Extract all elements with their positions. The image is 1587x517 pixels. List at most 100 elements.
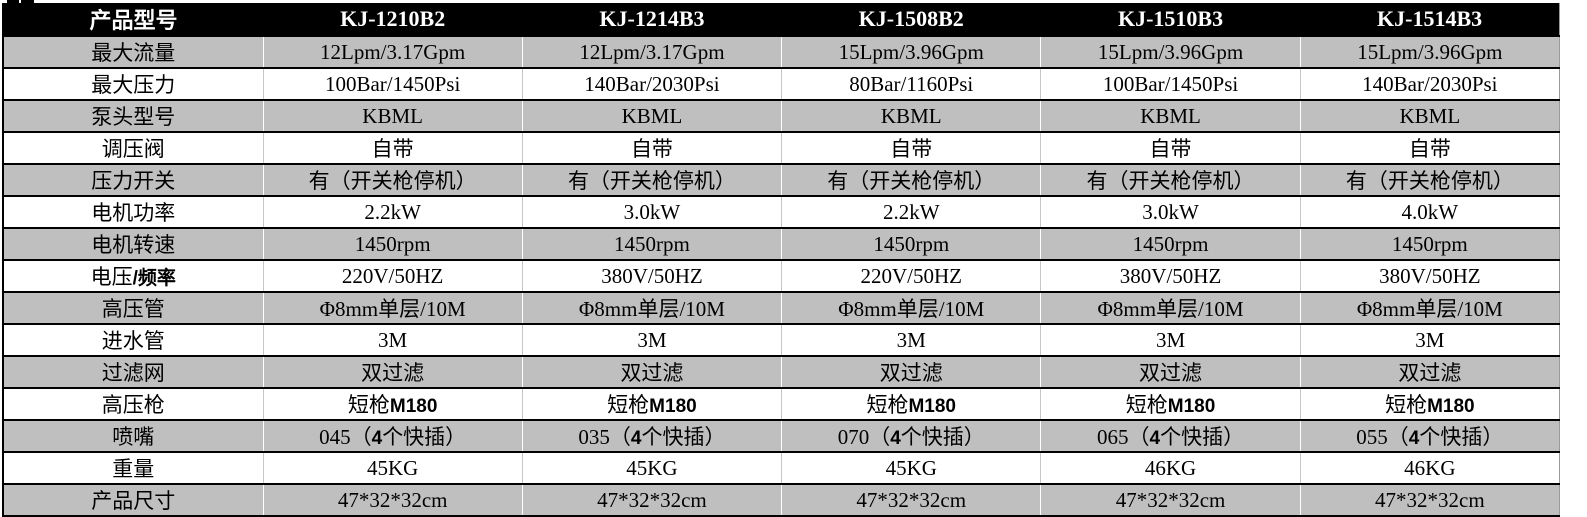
spec-cell: 46KG bbox=[1040, 451, 1301, 484]
spec-cell: 短枪M180 bbox=[781, 387, 1041, 420]
row-label: 最大流量 bbox=[3, 35, 263, 68]
row-label: 高压枪 bbox=[3, 387, 263, 420]
spec-cell: 15Lpm/3.96Gpm bbox=[1299, 35, 1560, 68]
spec-cell: 100Bar/1450Psi bbox=[1040, 67, 1301, 100]
text-run: 065（ bbox=[1097, 425, 1150, 449]
spec-cell: KBML bbox=[1040, 99, 1301, 132]
text-run: 个快插） bbox=[641, 425, 726, 449]
product-spec-table: 产品型号 KJ-1210B2 KJ-1214B3 KJ-1508B2 KJ-15… bbox=[2, 3, 1560, 517]
row-label: 过滤网 bbox=[3, 355, 263, 388]
spec-cell: 1450rpm bbox=[521, 227, 782, 260]
spec-cell: 3M bbox=[781, 323, 1041, 356]
table-row: 高压枪 短枪M180 短枪M180 短枪M180 短枪M180 短枪M180 bbox=[3, 387, 1560, 420]
spec-cell: KBML bbox=[262, 99, 523, 132]
spec-cell: 45KG bbox=[521, 451, 782, 484]
text-run-alt: 4 bbox=[1149, 428, 1161, 449]
text-run: 电压 bbox=[90, 265, 133, 289]
table-row: 最大压力 100Bar/1450Psi 140Bar/2030Psi 80Bar/11… bbox=[3, 67, 1560, 100]
text-run-alt: M180 bbox=[908, 396, 956, 417]
spec-cell: 380V/50HZ bbox=[1040, 259, 1301, 292]
text-run: 055（ bbox=[1356, 425, 1409, 449]
spec-cell: 47*32*32cm bbox=[521, 483, 782, 516]
text-run-alt: M180 bbox=[649, 396, 697, 417]
text-run: 045（ bbox=[319, 425, 372, 449]
text-run: 个快插） bbox=[382, 425, 467, 449]
spec-cell: 2.2kW bbox=[262, 195, 523, 228]
spec-cell: 3M bbox=[521, 323, 782, 356]
spec-cell: 3.0kW bbox=[521, 195, 782, 228]
row-label: 进水管 bbox=[3, 323, 263, 356]
spec-cell: 1450rpm bbox=[262, 227, 523, 260]
table-row: 喷嘴 045（4个快插） 035（4个快插） 070（4个快插） 065（4个快插） 05… bbox=[3, 419, 1560, 452]
text-run: 短枪 bbox=[1385, 393, 1428, 417]
table-row: 产品尺寸 47*32*32cm 47*32*32cm 47*32*32cm 47*32*… bbox=[3, 483, 1560, 516]
cropped-text-fragment bbox=[21, 0, 34, 4]
spec-cell: KBML bbox=[781, 99, 1041, 132]
text-run-alt: 4 bbox=[890, 428, 901, 449]
text-run-alt: /频率 bbox=[132, 268, 176, 289]
text-run: 035（ bbox=[578, 425, 631, 449]
row-label: 最大压力 bbox=[3, 67, 263, 100]
spec-cell: 035（4个快插） bbox=[521, 419, 782, 452]
row-label: 产品尺寸 bbox=[3, 483, 263, 516]
text-run: 个快插） bbox=[1160, 425, 1245, 449]
text-run: 短枪 bbox=[347, 393, 390, 417]
spec-cell: 12Lpm/3.17Gpm bbox=[521, 35, 782, 68]
header-label: 产品型号 bbox=[3, 3, 263, 36]
row-label: 泵头型号 bbox=[3, 99, 263, 132]
spec-cell: 12Lpm/3.17Gpm bbox=[262, 35, 523, 68]
column-header-model: KJ-1210B2 bbox=[263, 3, 523, 36]
text-run-alt: M180 bbox=[389, 396, 438, 417]
table-body: 最大流量 12Lpm/3.17Gpm 12Lpm/3.17Gpm 15Lpm/3.96… bbox=[3, 35, 1560, 517]
spec-cell: 双过滤 bbox=[1299, 355, 1560, 388]
spec-cell: 双过滤 bbox=[781, 355, 1041, 388]
row-label: 电机功率 bbox=[3, 195, 263, 228]
spec-cell: 自带 bbox=[781, 131, 1041, 164]
spec-cell: 070（4个快插） bbox=[781, 419, 1041, 452]
spec-cell: 有（开关枪停机） bbox=[1040, 163, 1301, 196]
cropped-text-fragment bbox=[7, 0, 19, 4]
table-header: 产品型号 KJ-1210B2 KJ-1214B3 KJ-1508B2 KJ-15… bbox=[3, 3, 1560, 36]
spec-cell: KBML bbox=[521, 99, 782, 132]
row-label: 喷嘴 bbox=[3, 419, 263, 452]
text-run: 短枪 bbox=[866, 393, 909, 417]
table-row: 过滤网 双过滤 双过滤 双过滤 双过滤 双过滤 bbox=[3, 355, 1560, 388]
spec-cell: 1450rpm bbox=[1299, 227, 1560, 260]
spec-cell: 2.2kW bbox=[781, 195, 1041, 228]
text-run: 个快插） bbox=[900, 425, 985, 449]
table-row: 调压阀 自带 自带 自带 自带 自带 bbox=[3, 131, 1560, 164]
column-header-model: KJ-1514B3 bbox=[1300, 3, 1560, 36]
spec-cell: 自带 bbox=[262, 131, 523, 164]
spec-cell: 220V/50HZ bbox=[781, 259, 1041, 292]
row-label: 重量 bbox=[3, 451, 263, 484]
spec-cell: 45KG bbox=[262, 451, 523, 484]
text-run-alt: M180 bbox=[1427, 396, 1475, 417]
spec-cell: 双过滤 bbox=[521, 355, 782, 388]
spec-cell: Φ8mm单层/10M bbox=[1040, 291, 1301, 324]
row-label: 电压/频率 bbox=[3, 259, 263, 292]
spec-cell: Φ8mm单层/10M bbox=[521, 291, 782, 324]
spec-cell: 自带 bbox=[521, 131, 782, 164]
text-run-alt: 4 bbox=[371, 428, 383, 449]
spec-cell: 双过滤 bbox=[262, 355, 523, 388]
row-label: 电机转速 bbox=[3, 227, 263, 260]
spec-cell: 47*32*32cm bbox=[262, 483, 523, 516]
spec-cell: 47*32*32cm bbox=[1040, 483, 1301, 516]
spec-cell: 055（4个快插） bbox=[1299, 419, 1560, 452]
spec-cell: 140Bar/2030Psi bbox=[521, 67, 782, 100]
text-run: 个快插） bbox=[1419, 425, 1504, 449]
spec-cell: 自带 bbox=[1040, 131, 1301, 164]
table-row: 最大流量 12Lpm/3.17Gpm 12Lpm/3.17Gpm 15Lpm/3.96… bbox=[3, 35, 1560, 68]
spec-cell: 有（开关枪停机） bbox=[262, 163, 523, 196]
spec-cell: 4.0kW bbox=[1299, 195, 1560, 228]
spec-cell: 065（4个快插） bbox=[1040, 419, 1301, 452]
text-run-alt: 4 bbox=[630, 428, 642, 449]
spec-cell: 45KG bbox=[781, 451, 1041, 484]
spec-cell: 100Bar/1450Psi bbox=[262, 67, 523, 100]
spec-cell: 1450rpm bbox=[781, 227, 1041, 260]
spec-cell: Φ8mm单层/10M bbox=[1299, 291, 1560, 324]
table-row: 压力开关 有（开关枪停机） 有（开关枪停机） 有（开关枪停机） 有（开关枪停机） 有（开关… bbox=[3, 163, 1560, 196]
spec-cell: 短枪M180 bbox=[1299, 387, 1560, 420]
header-row: 产品型号 KJ-1210B2 KJ-1214B3 KJ-1508B2 KJ-15… bbox=[3, 3, 1560, 36]
